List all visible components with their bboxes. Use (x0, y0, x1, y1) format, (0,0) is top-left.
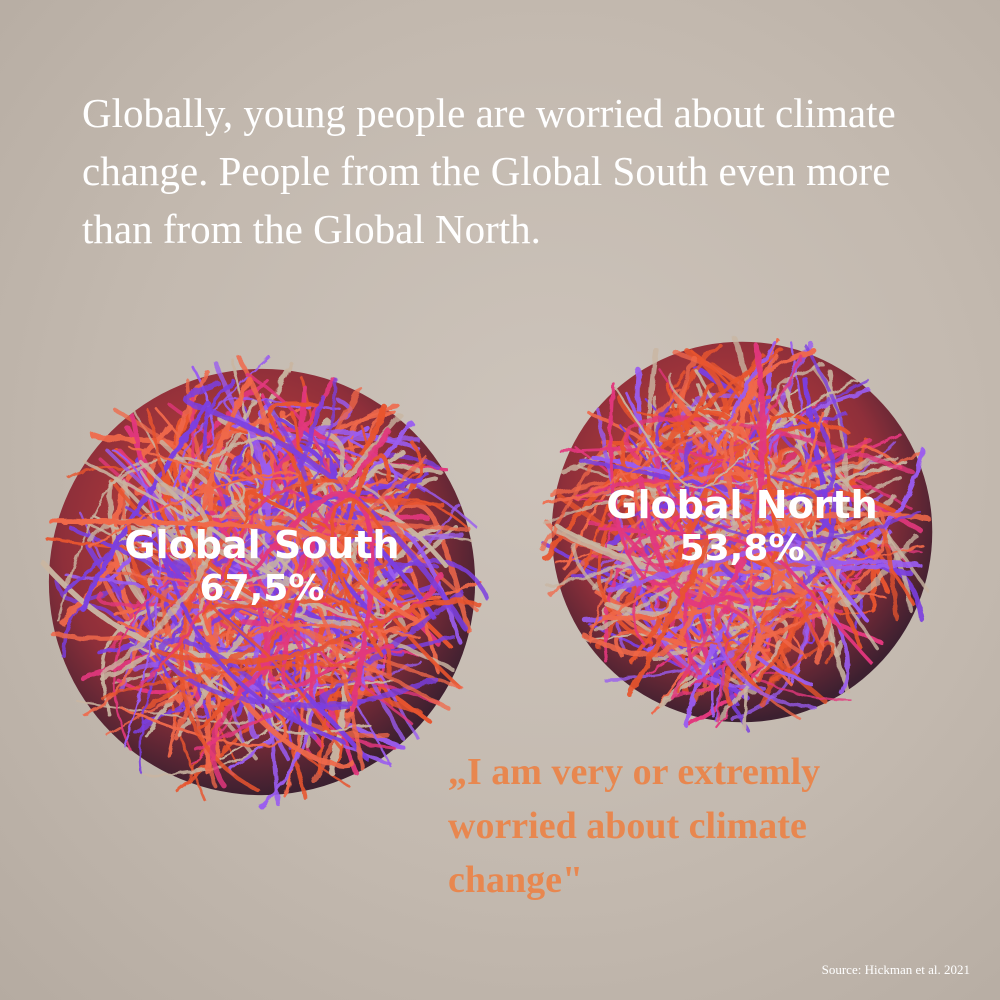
yarn-strand (273, 455, 428, 610)
series-value-label: 53,8% (680, 528, 805, 569)
yarn-strand (160, 585, 464, 788)
yarn-strands (40, 354, 490, 809)
headline: Globally, young people are worried about… (82, 90, 896, 252)
series-name-label: Global South (124, 523, 399, 567)
yarn-strand (604, 513, 753, 617)
yarn-strand (178, 479, 349, 793)
yarn-strand (139, 489, 357, 687)
yarn-strand (209, 619, 288, 789)
yarn-strand (161, 515, 472, 711)
yarn-strand (639, 344, 766, 608)
yarn-strand (692, 352, 767, 545)
yarn-strand (678, 505, 921, 542)
yarn-strand (631, 388, 804, 655)
yarn-strand (571, 541, 757, 694)
yarn-strand (652, 616, 789, 721)
yarn-strand (48, 519, 419, 623)
yarn-strand (100, 483, 213, 677)
yarn-strand (156, 491, 396, 672)
yarn-strand (329, 497, 385, 656)
series-value-label: 67,5% (200, 568, 325, 609)
yarn-strand (275, 429, 479, 530)
yarn-strand (590, 455, 869, 622)
quote-text: „I am very or extremly worried about cli… (448, 751, 821, 901)
yarn-strand (683, 436, 839, 598)
yarn-strand (614, 379, 858, 489)
yarn-strand (281, 541, 394, 689)
yarn-strand (654, 438, 873, 504)
yarn-strand (608, 381, 688, 587)
yarn-strand (596, 347, 783, 644)
yarn-strand (710, 579, 818, 711)
source-note: Source: Hickman et al. 2021 (821, 962, 970, 977)
yarn-strand (88, 445, 299, 548)
yarn-strand (209, 428, 392, 676)
yarn-strand (79, 400, 211, 612)
yarn-strand (669, 381, 819, 531)
yarn-strand (632, 458, 718, 646)
yarn-strand (576, 426, 756, 659)
yarn-strand (723, 589, 817, 708)
yarn-strand (247, 491, 421, 639)
yarn-strand (146, 408, 342, 749)
yarn-strand (101, 663, 359, 700)
yarn-strand (627, 513, 709, 698)
yarn-strand (109, 570, 342, 604)
yarn-strand (62, 535, 345, 744)
yarn-strand (624, 415, 915, 474)
yarn-strand (183, 380, 468, 631)
yarn-strand (581, 511, 931, 658)
yarn-strand (729, 412, 820, 566)
yarn-strands (540, 336, 931, 733)
series-name-label: Global North (606, 483, 877, 527)
yarn-strand (606, 544, 845, 594)
yarn-strand (653, 632, 715, 698)
